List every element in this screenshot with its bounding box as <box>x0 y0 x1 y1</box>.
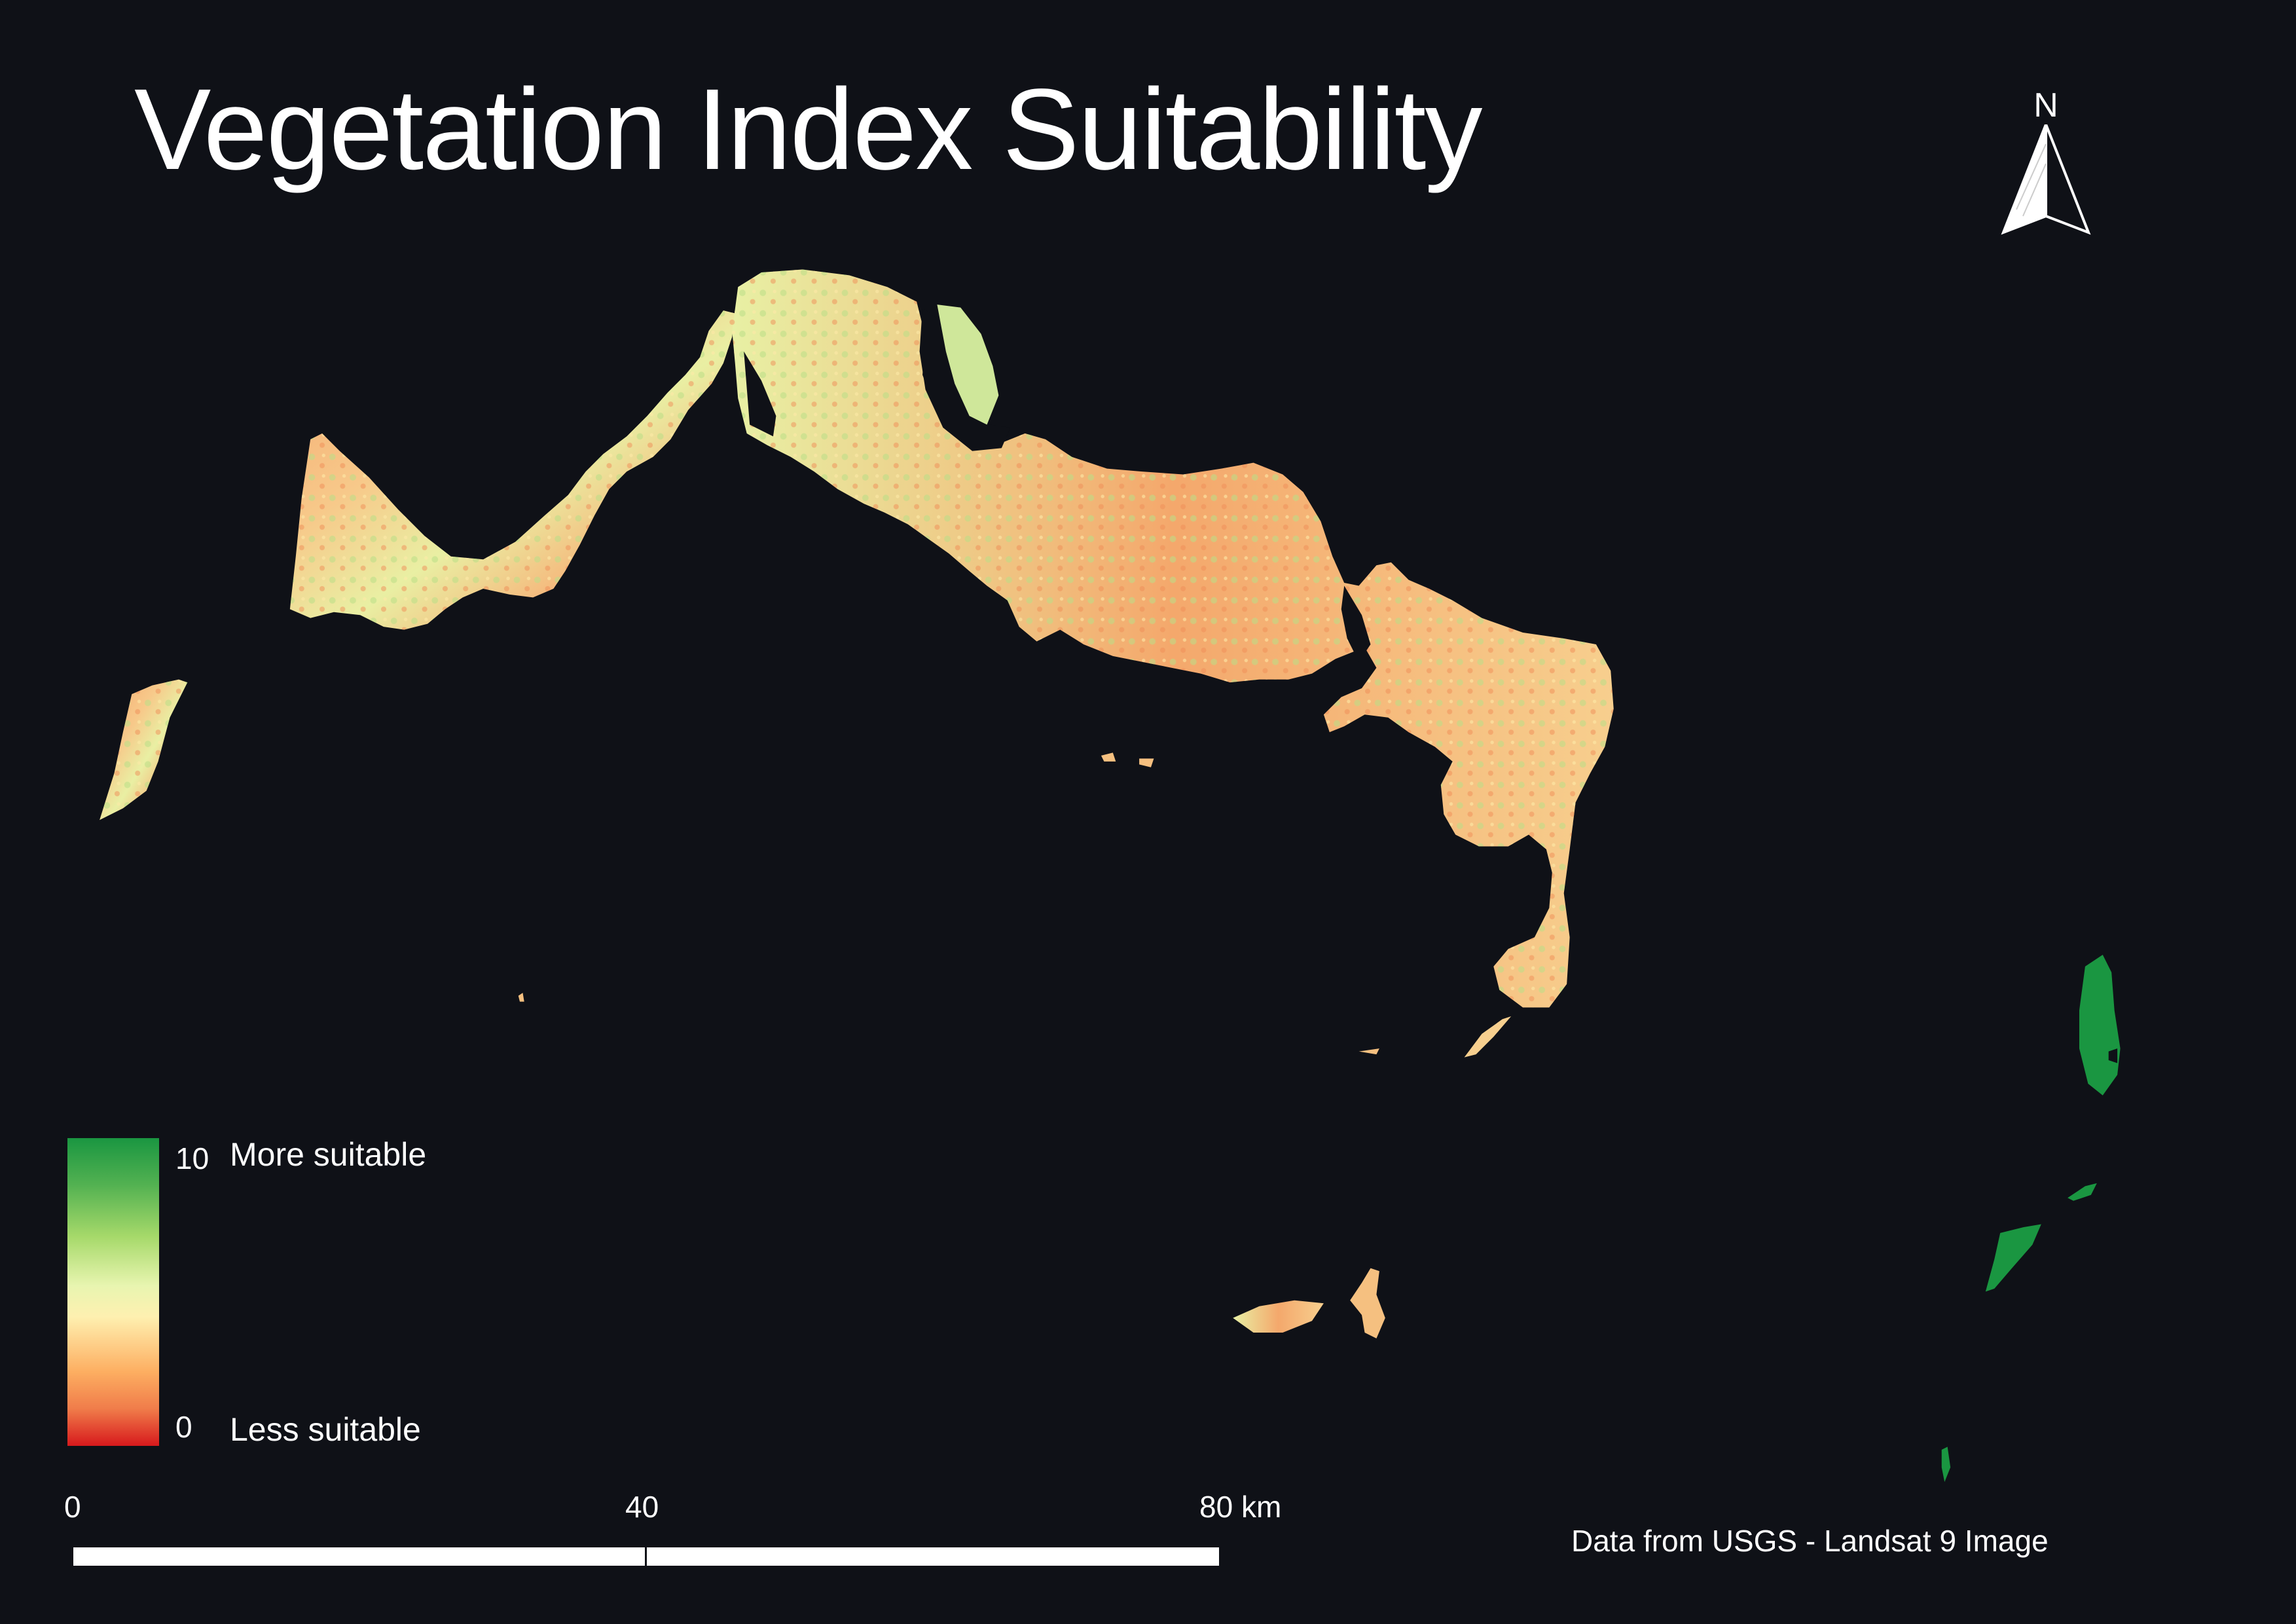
island-south-cay-5 <box>1139 758 1154 767</box>
north-label: N <box>2033 86 2058 124</box>
channel-east-caicos <box>1341 585 1371 662</box>
legend-min-value: 0 <box>175 1410 192 1444</box>
island-west-caicos-texture <box>100 679 188 821</box>
scale-tick-40: 40 <box>625 1490 659 1524</box>
island-south-cay-3 <box>1350 1268 1385 1338</box>
scale-bar: 0 40 80 km <box>59 1492 1303 1570</box>
north-arrow-icon <box>2001 124 2091 235</box>
island-grand-turk <box>2079 955 2121 1096</box>
island-south-cay-2 <box>1233 1300 1324 1333</box>
legend-min-label: Less suitable <box>230 1411 421 1448</box>
island-south-cay-6 <box>1358 1048 1379 1055</box>
legend-color-ramp <box>67 1138 159 1446</box>
island-south-cay-7 <box>518 993 524 1002</box>
data-credit: Data from USGS - Landsat 9 Image <box>1571 1524 2049 1558</box>
island-north-middle-caicos-texture <box>732 269 1614 1008</box>
scale-bar-divider <box>645 1538 647 1569</box>
map-title: Vegetation Index Suitability <box>134 65 1482 194</box>
north-arrow: N <box>1997 88 2095 242</box>
island-salt-cay-south <box>1941 1447 1951 1483</box>
legend: 10 More suitable 0 Less suitable <box>67 1138 526 1452</box>
legend-max-label: More suitable <box>230 1136 427 1173</box>
scale-tick-80: 80 km <box>1199 1490 1282 1524</box>
legend-max-value: 10 <box>175 1141 210 1175</box>
island-salt-cay <box>1985 1224 2041 1292</box>
island-salt-cay-north <box>2068 1183 2097 1201</box>
island-grand-turk-pond <box>2108 1048 2118 1063</box>
channel-middle-caicos <box>744 351 776 437</box>
lagoon-north-caicos <box>919 307 1011 451</box>
island-south-cay-4 <box>1101 752 1116 762</box>
island-parrot-cay <box>937 304 999 425</box>
island-south-cay-1 <box>1464 1016 1512 1058</box>
island-providenciales-texture <box>289 310 735 630</box>
scale-tick-0: 0 <box>64 1490 81 1524</box>
